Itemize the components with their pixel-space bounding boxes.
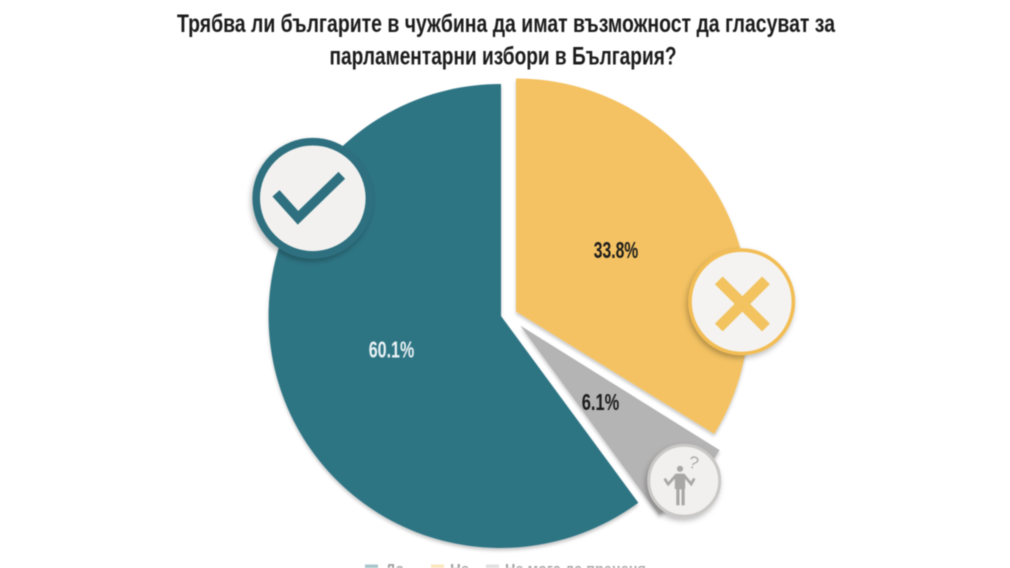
- svg-text:6.1%: 6.1%: [582, 389, 620, 415]
- svg-text:33.8%: 33.8%: [594, 237, 639, 263]
- svg-text:Не мога да преценя: Не мога да преценя: [505, 561, 646, 568]
- svg-text:60.1%: 60.1%: [369, 336, 415, 362]
- svg-text:парламентарни избори в Българи: парламентарни избори в България?: [330, 43, 677, 71]
- svg-text:Да: Да: [385, 561, 405, 568]
- svg-text:Трябва ли българите в чужбина: Трябва ли българите в чужбина да имат въ…: [177, 10, 836, 38]
- svg-text:Не: Не: [450, 561, 469, 568]
